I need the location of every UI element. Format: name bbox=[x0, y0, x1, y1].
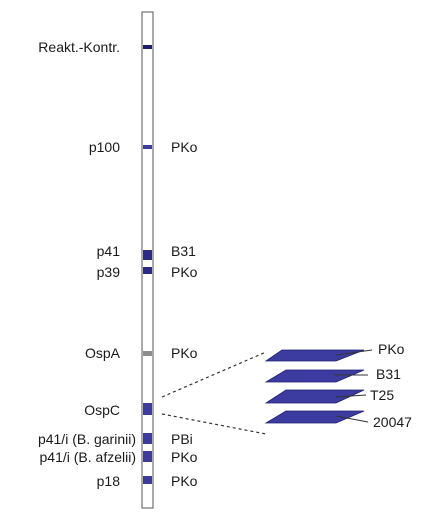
band-label-ospa: OspA bbox=[85, 345, 121, 361]
band-source-p18: PKo bbox=[171, 473, 198, 489]
ospc-variant-leader-t25 bbox=[335, 394, 367, 398]
band-source-ospa: PKo bbox=[171, 345, 198, 361]
ospc-expansion-line-top bbox=[161, 351, 267, 398]
ospc-variant-plate-b31 bbox=[264, 369, 365, 383]
band-p39 bbox=[143, 267, 152, 274]
band-p41i-afzelii bbox=[143, 451, 152, 462]
band-p41i-garinii bbox=[143, 433, 152, 444]
band-p100 bbox=[143, 145, 152, 149]
band-label-p41i-garinii: p41/i (B. garinii) bbox=[38, 431, 136, 447]
band-label-p41: p41 bbox=[97, 243, 121, 259]
band-source-p39: PKo bbox=[171, 264, 198, 280]
ospc-variant-plate-t25 bbox=[264, 389, 365, 404]
band-label-p41i-afzelii: p41/i (B. afzelii) bbox=[40, 449, 136, 465]
band-ospc bbox=[143, 403, 152, 415]
band-p41 bbox=[143, 250, 152, 260]
band-source-p41i-afzelii: PKo bbox=[171, 449, 198, 465]
band-ospa bbox=[143, 351, 152, 356]
band-label-p100: p100 bbox=[89, 139, 120, 155]
band-p18 bbox=[143, 476, 152, 484]
band-reaction-control bbox=[143, 45, 152, 49]
ospc-variant-leader-pko bbox=[335, 349, 373, 356]
band-source-p41: B31 bbox=[171, 243, 196, 259]
band-source-p41i-garinii: PBi bbox=[171, 431, 193, 447]
band-label-reaction-control: Reakt.-Kontr. bbox=[38, 39, 120, 55]
band-label-ospc: OspC bbox=[84, 402, 120, 418]
ospc-variant-label-pko: PKo bbox=[378, 341, 405, 357]
ospc-variant-label-t25: T25 bbox=[370, 387, 394, 403]
ospc-variant-plate-20047 bbox=[264, 410, 365, 424]
ospc-variant-leader-20047 bbox=[335, 415, 369, 423]
ospc-variant-label-20047: 20047 bbox=[373, 414, 412, 430]
ospc-variant-label-b31: B31 bbox=[376, 366, 401, 382]
band-label-p18: p18 bbox=[97, 473, 121, 489]
band-source-p100: PKo bbox=[171, 139, 198, 155]
ospc-variant-plate-pko bbox=[264, 349, 365, 362]
band-label-p39: p39 bbox=[97, 264, 121, 280]
